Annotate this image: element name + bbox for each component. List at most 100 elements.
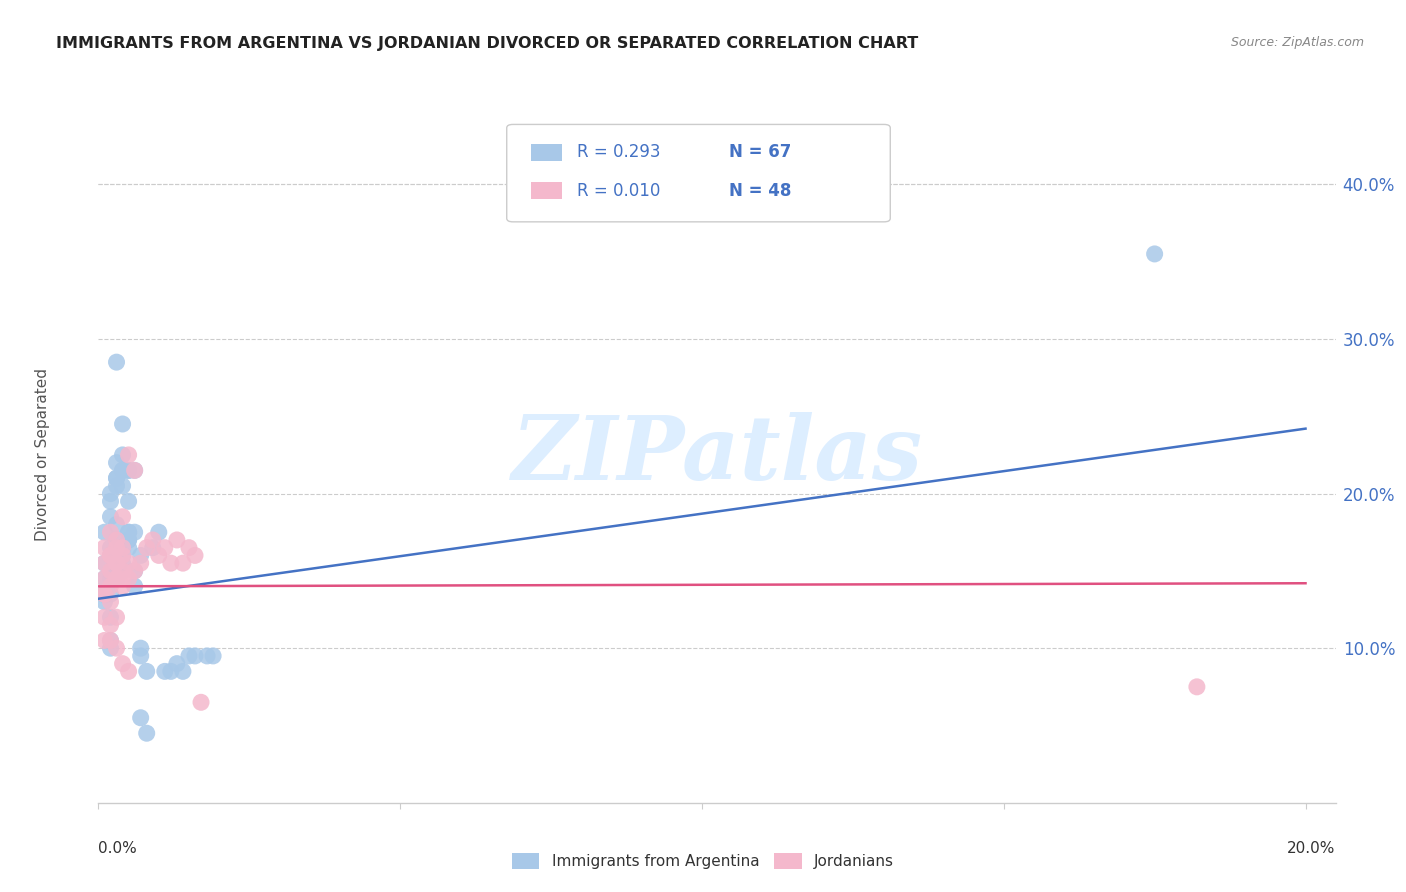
Point — [124, 564, 146, 578]
Point — [111, 556, 134, 570]
Point — [105, 556, 128, 570]
Point — [111, 657, 134, 671]
Point — [93, 572, 115, 586]
Point — [100, 509, 122, 524]
Point — [195, 648, 218, 663]
Point — [100, 633, 122, 648]
Text: N = 48: N = 48 — [730, 182, 792, 200]
Legend: Immigrants from Argentina, Jordanians: Immigrants from Argentina, Jordanians — [506, 847, 900, 875]
Point — [111, 448, 134, 462]
Point — [117, 448, 139, 462]
Point — [93, 525, 115, 540]
Point — [124, 525, 146, 540]
Point — [117, 463, 139, 477]
Point — [105, 355, 128, 369]
Point — [111, 463, 134, 477]
Point — [202, 648, 225, 663]
Point — [117, 665, 139, 679]
Point — [177, 541, 200, 555]
Point — [93, 587, 115, 601]
Point — [172, 665, 194, 679]
Bar — [531, 182, 562, 199]
Point — [93, 587, 115, 601]
Point — [1185, 680, 1208, 694]
Point — [100, 587, 122, 601]
Point — [105, 517, 128, 532]
Point — [129, 556, 152, 570]
Point — [100, 572, 122, 586]
Point — [93, 556, 115, 570]
Point — [100, 641, 122, 656]
Text: R = 0.293: R = 0.293 — [578, 144, 661, 161]
Point — [111, 509, 134, 524]
Point — [111, 564, 134, 578]
Point — [111, 479, 134, 493]
Point — [105, 471, 128, 485]
Point — [105, 572, 128, 586]
Point — [100, 633, 122, 648]
Point — [111, 572, 134, 586]
Point — [117, 541, 139, 555]
Point — [153, 665, 176, 679]
Point — [129, 549, 152, 563]
Point — [105, 533, 128, 547]
Point — [100, 579, 122, 593]
Text: 20.0%: 20.0% — [1288, 841, 1336, 856]
Point — [129, 711, 152, 725]
Point — [100, 595, 122, 609]
Point — [111, 541, 134, 555]
Point — [124, 564, 146, 578]
Point — [105, 572, 128, 586]
Point — [111, 541, 134, 555]
Point — [124, 463, 146, 477]
Point — [105, 456, 128, 470]
Point — [117, 525, 139, 540]
Point — [105, 471, 128, 485]
Point — [100, 618, 122, 632]
Point — [142, 533, 165, 547]
Point — [105, 479, 128, 493]
Point — [166, 657, 188, 671]
Point — [142, 541, 165, 555]
Point — [190, 695, 212, 709]
Point — [117, 525, 139, 540]
Point — [100, 564, 122, 578]
Point — [105, 556, 128, 570]
Point — [129, 641, 152, 656]
Point — [100, 541, 122, 555]
Point — [111, 463, 134, 477]
Text: R = 0.010: R = 0.010 — [578, 182, 661, 200]
Point — [100, 549, 122, 563]
Point — [93, 541, 115, 555]
Point — [129, 648, 152, 663]
Point — [117, 463, 139, 477]
Point — [105, 572, 128, 586]
Point — [135, 665, 157, 679]
Point — [166, 533, 188, 547]
Point — [93, 610, 115, 624]
Point — [153, 541, 176, 555]
Point — [93, 587, 115, 601]
Point — [93, 633, 115, 648]
Point — [111, 549, 134, 563]
Text: 0.0%: 0.0% — [98, 841, 138, 856]
Point — [117, 572, 139, 586]
Point — [111, 579, 134, 593]
Point — [124, 579, 146, 593]
Point — [100, 549, 122, 563]
Point — [184, 648, 207, 663]
Point — [184, 549, 207, 563]
Point — [177, 648, 200, 663]
Point — [105, 572, 128, 586]
Point — [111, 417, 134, 431]
Point — [93, 587, 115, 601]
Point — [148, 549, 170, 563]
Point — [93, 556, 115, 570]
Point — [105, 541, 128, 555]
Point — [105, 572, 128, 586]
Text: ZIPatlas: ZIPatlas — [512, 412, 922, 498]
Text: IMMIGRANTS FROM ARGENTINA VS JORDANIAN DIVORCED OR SEPARATED CORRELATION CHART: IMMIGRANTS FROM ARGENTINA VS JORDANIAN D… — [56, 36, 918, 51]
Point — [100, 610, 122, 624]
Point — [117, 533, 139, 547]
Point — [105, 641, 128, 656]
